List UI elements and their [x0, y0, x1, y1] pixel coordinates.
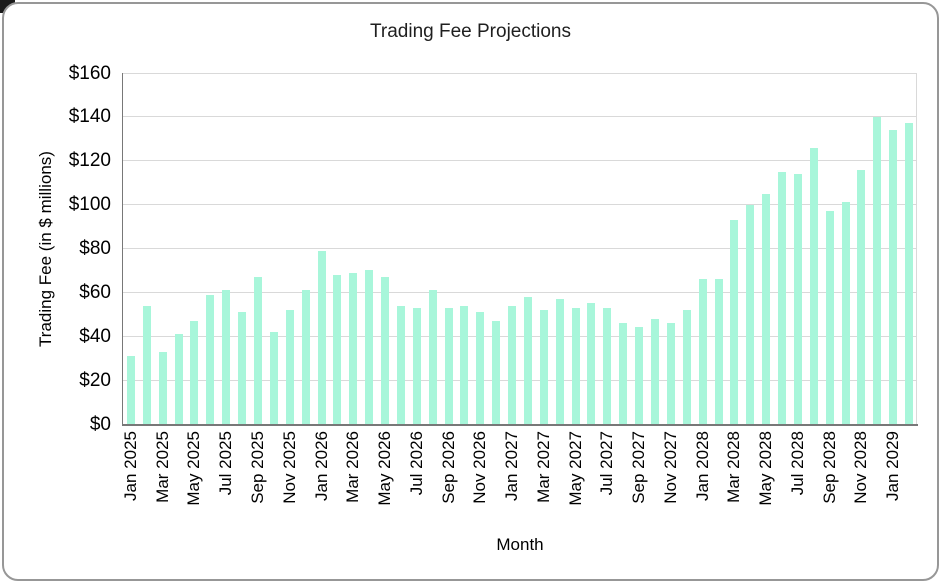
gridline-40	[123, 335, 917, 337]
bar-feb-2025	[142, 305, 151, 424]
x-tick-label-jul-2028: Jul 2028	[787, 431, 807, 496]
y-tick-label-140: $140	[68, 106, 111, 128]
bar-sep-2025	[253, 277, 262, 424]
x-tick-label-may-2026: May 2026	[375, 431, 395, 506]
bar-oct-2028	[841, 202, 850, 424]
x-tick-label-may-2025: May 2025	[184, 431, 204, 506]
bar-dec-2028	[873, 116, 882, 424]
plot-area	[123, 72, 917, 424]
bar-aug-2027	[619, 323, 628, 424]
x-tick-label-jan-2025: Jan 2025	[120, 431, 140, 501]
bar-jan-2025	[126, 356, 135, 424]
bar-dec-2027	[682, 309, 691, 424]
bar-apr-2027	[555, 298, 564, 424]
bar-apr-2028	[746, 204, 755, 424]
gridline-140	[123, 116, 917, 118]
bar-may-2025	[190, 320, 199, 424]
bar-jun-2025	[206, 294, 215, 424]
bar-sep-2028	[825, 211, 834, 424]
x-tick-label-may-2027: May 2027	[565, 431, 585, 506]
y-tick-label-0: $0	[89, 413, 111, 435]
x-axis-line	[121, 424, 918, 426]
bar-jul-2026	[412, 307, 421, 424]
bar-aug-2028	[809, 147, 818, 424]
gridline-100	[123, 204, 917, 206]
bar-may-2028	[762, 193, 771, 424]
x-tick-label-sep-2025: Sep 2025	[247, 431, 267, 504]
bar-aug-2025	[238, 312, 247, 424]
bar-jul-2028	[793, 173, 802, 424]
y-tick-label-120: $120	[68, 150, 111, 172]
x-tick-label-sep-2028: Sep 2028	[819, 431, 839, 504]
x-tick-label-nov-2026: Nov 2026	[470, 431, 490, 504]
x-tick-label-jul-2027: Jul 2027	[597, 431, 617, 496]
bar-mar-2028	[730, 219, 739, 424]
bar-jul-2025	[222, 290, 231, 424]
bar-dec-2025	[301, 290, 310, 424]
gridline-80	[123, 248, 917, 249]
y-axis-line	[121, 73, 123, 426]
x-tick-label-jul-2025: Jul 2025	[216, 431, 236, 496]
bar-feb-2026	[333, 274, 342, 424]
gridline-20	[123, 379, 917, 381]
bar-jan-2027	[508, 305, 517, 424]
bar-apr-2025	[174, 334, 183, 424]
x-axis-title: Month	[496, 535, 544, 554]
bar-sep-2027	[635, 327, 644, 424]
bar-aug-2026	[428, 290, 437, 424]
bar-dec-2026	[492, 320, 501, 424]
chart-title: Trading Fee Projections	[369, 21, 571, 42]
bar-mar-2026	[349, 272, 358, 424]
x-tick-label-jan-2028: Jan 2028	[692, 431, 712, 501]
y-tick-label-160: $160	[68, 62, 111, 84]
bar-may-2027	[571, 307, 580, 424]
bar-nov-2028	[857, 169, 866, 424]
gridline-120	[123, 160, 917, 162]
bar-jun-2026	[396, 305, 405, 424]
x-tick-label-nov-2027: Nov 2027	[660, 431, 680, 504]
y-tick-label-80: $80	[79, 238, 111, 259]
gridline-160	[123, 72, 917, 74]
bar-oct-2026	[460, 305, 469, 424]
y-tick-label-60: $60	[79, 281, 111, 303]
gridline-60	[123, 291, 917, 293]
bar-jun-2028	[778, 171, 787, 424]
x-tick-label-jul-2026: Jul 2026	[406, 431, 426, 496]
x-tick-label-may-2028: May 2028	[756, 431, 776, 506]
x-tick-label-mar-2028: Mar 2028	[724, 431, 744, 503]
bar-jul-2027	[603, 307, 612, 424]
y-tick-label-100: $100	[68, 194, 111, 216]
bar-sep-2026	[444, 307, 453, 424]
x-tick-label-mar-2025: Mar 2025	[152, 431, 172, 503]
x-tick-label-nov-2025: Nov 2025	[279, 431, 299, 504]
x-tick-label-jan-2029: Jan 2029	[883, 431, 903, 501]
x-tick-label-mar-2027: Mar 2027	[533, 431, 553, 503]
bar-feb-2027	[523, 296, 532, 424]
bar-oct-2025	[269, 331, 278, 424]
bar-jan-2029	[889, 130, 898, 424]
x-tick-label-sep-2027: Sep 2027	[629, 431, 649, 504]
y-tick-label-20: $20	[79, 369, 111, 391]
bar-oct-2027	[650, 318, 659, 424]
bar-feb-2029	[905, 123, 914, 424]
bar-nov-2025	[285, 309, 294, 424]
bar-nov-2027	[666, 323, 675, 424]
x-tick-label-jan-2026: Jan 2026	[311, 431, 331, 501]
bar-may-2026	[381, 277, 390, 424]
bar-feb-2028	[714, 279, 723, 424]
bar-apr-2026	[365, 270, 374, 424]
bar-jan-2026	[317, 250, 326, 424]
y-tick-label-40: $40	[79, 325, 111, 347]
bar-jun-2027	[587, 303, 596, 424]
bar-nov-2026	[476, 312, 485, 424]
x-tick-label-jan-2027: Jan 2027	[502, 431, 522, 501]
x-tick-label-mar-2026: Mar 2026	[343, 431, 363, 503]
x-tick-label-nov-2028: Nov 2028	[851, 431, 871, 504]
x-tick-label-sep-2026: Sep 2026	[438, 431, 458, 504]
bar-jan-2028	[698, 279, 707, 424]
bar-mar-2027	[539, 309, 548, 424]
bar-mar-2025	[158, 351, 167, 424]
